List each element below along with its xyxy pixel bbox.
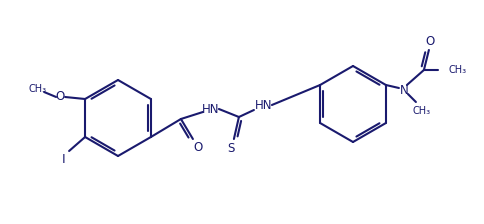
Text: N: N [399, 84, 408, 97]
Text: S: S [227, 142, 234, 155]
Text: I: I [61, 153, 65, 166]
Text: CH₃: CH₃ [412, 106, 430, 116]
Text: HN: HN [202, 103, 219, 116]
Text: O: O [55, 90, 64, 103]
Text: HN: HN [255, 99, 272, 112]
Text: CH₃: CH₃ [448, 65, 466, 75]
Text: O: O [193, 140, 202, 153]
Text: O: O [424, 34, 434, 47]
Text: CH₃: CH₃ [28, 84, 46, 94]
